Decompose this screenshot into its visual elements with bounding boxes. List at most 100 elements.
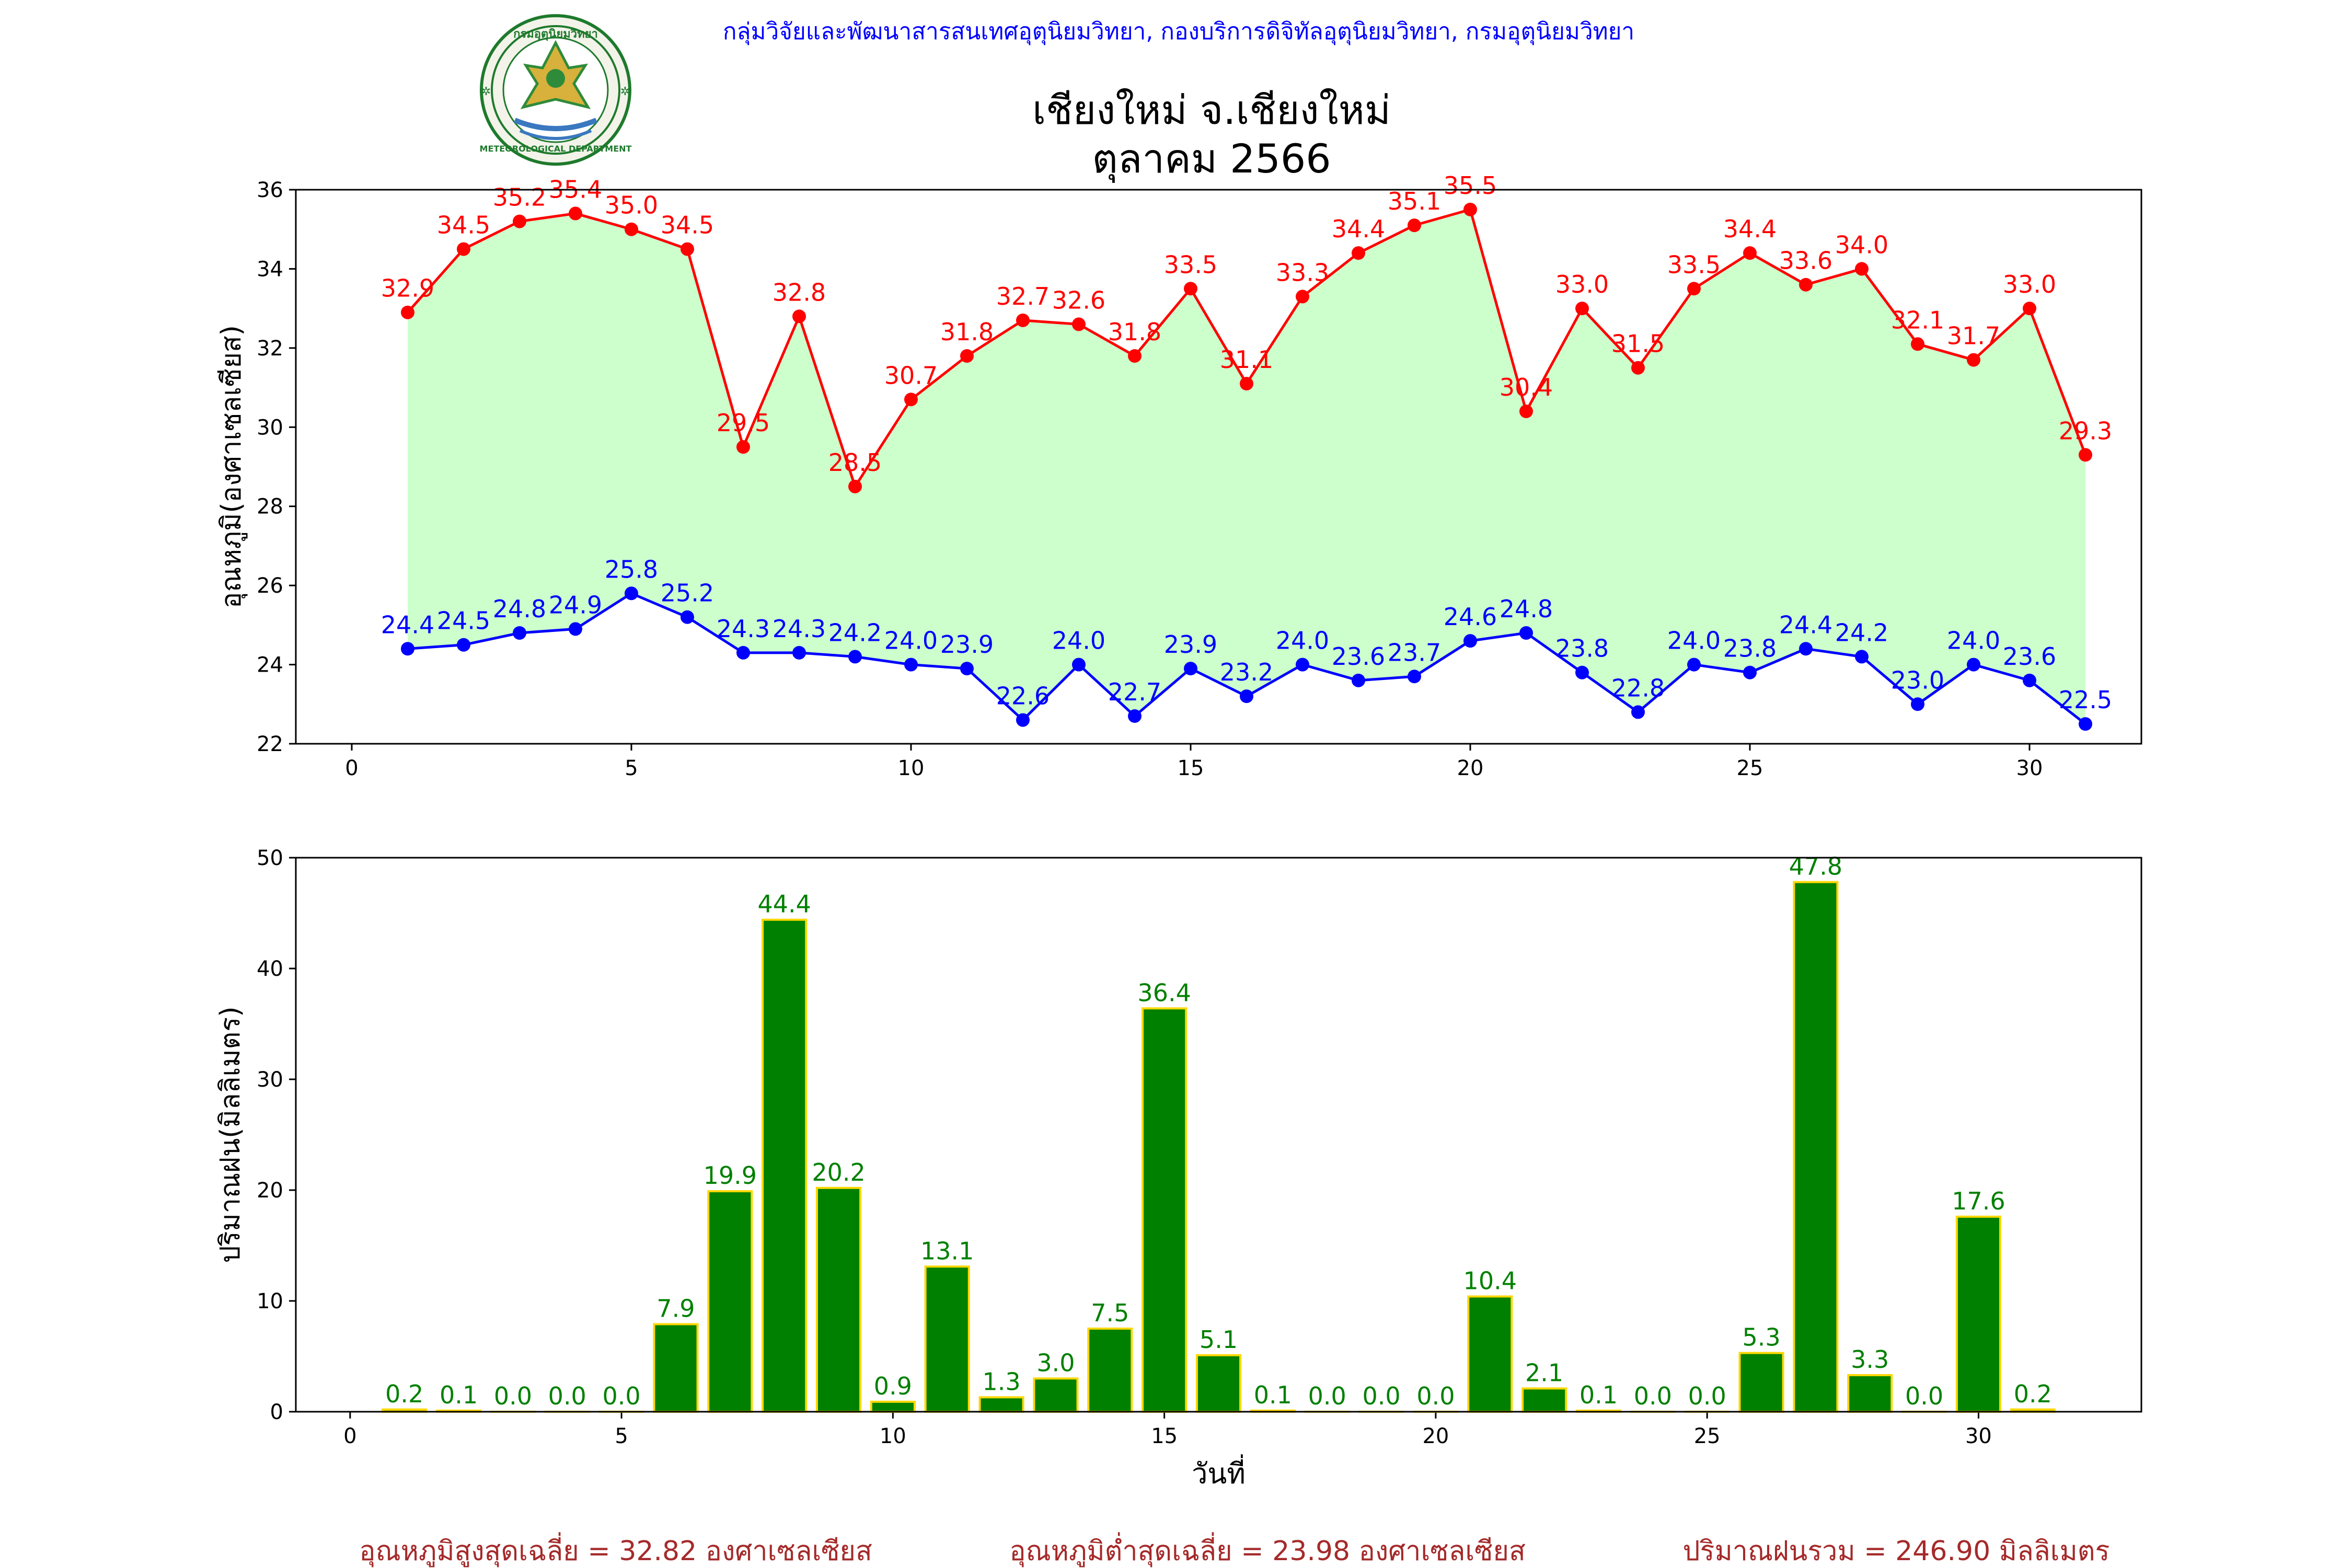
rain-value-label: 0.0	[494, 1382, 532, 1410]
max-temp-value-label: 35.1	[1388, 187, 1441, 215]
max-temp-value-label: 32.9	[381, 274, 434, 303]
max-temp-point	[1799, 278, 1813, 292]
max-temp-value-label: 34.4	[1332, 215, 1385, 243]
chart-title-month: ตุลาคม 2566	[1092, 135, 1331, 183]
min-temp-point	[1408, 670, 1421, 684]
max-temp-value-label: 33.3	[1276, 258, 1329, 286]
rain-bar	[1955, 1215, 2001, 1413]
rainfall-y-axis-label: ปริมาณฝน(มิลลิเมตร)	[215, 1006, 246, 1263]
temperature-range-fill	[408, 209, 2085, 724]
min-temp-point	[1799, 642, 1813, 656]
min-temp-value-label: 24.0	[1276, 627, 1329, 655]
rain-value-label: 0.0	[1362, 1382, 1400, 1410]
rain-value-label: 5.3	[1742, 1323, 1780, 1352]
rain-value-label: 36.4	[1137, 978, 1191, 1007]
min-temp-point	[1463, 634, 1477, 648]
max-temp-point	[848, 479, 862, 493]
min-temp-value-label: 22.5	[2059, 686, 2112, 714]
max-temp-value-label: 34.5	[661, 211, 714, 239]
y-tick-label: 10	[257, 1289, 283, 1313]
min-temp-point	[569, 622, 582, 636]
y-tick-label: 32	[257, 337, 283, 361]
max-temp-point	[904, 393, 918, 407]
x-tick-label: 30	[1965, 1424, 1992, 1448]
rain-value-label: 47.8	[1789, 852, 1842, 881]
rain-bar	[924, 1265, 970, 1413]
temperature-plot-frame	[295, 189, 2142, 745]
max-temp-point	[1072, 317, 1086, 331]
max-temp-value-label: 33.5	[1164, 250, 1217, 279]
min-temp-value-label: 24.2	[828, 618, 882, 647]
y-tick-label: 30	[257, 416, 283, 440]
min-temp-point	[792, 645, 806, 660]
min-temp-point	[1575, 665, 1589, 679]
x-tick-label: 0	[343, 1424, 356, 1448]
min-temp-value-label: 23.9	[940, 630, 994, 659]
min-temp-value-label: 23.8	[1555, 635, 1609, 663]
rain-value-label: 0.1	[440, 1381, 478, 1409]
min-temp-point	[2079, 717, 2092, 731]
min-temp-point	[1184, 662, 1197, 676]
agency-line: กลุ่มวิจัยและพัฒนาสารสนเทศอุตุนิยมวิทยา,…	[723, 18, 1634, 45]
rain-value-label: 0.0	[603, 1382, 641, 1410]
rain-value-label: 0.0	[1416, 1382, 1455, 1410]
max-temp-value-label: 28.5	[828, 448, 882, 477]
chart-title-station: เชียงใหม่ จ.เชียงใหม่	[1032, 87, 1391, 133]
min-temp-value-label: 23.7	[1388, 638, 1441, 666]
rain-value-label: 0.1	[1254, 1381, 1292, 1409]
max-temp-point	[1352, 246, 1365, 260]
rain-bar	[978, 1396, 1024, 1413]
rain-bar	[870, 1400, 916, 1413]
min-temp-value-label: 24.0	[1947, 627, 2000, 655]
min-temp-point	[1128, 709, 1142, 723]
rain-value-label: 0.0	[1308, 1382, 1346, 1410]
y-tick-label: 0	[270, 1400, 283, 1424]
max-temp-point	[401, 305, 414, 319]
rain-value-label: 0.0	[1905, 1382, 1943, 1410]
rainfall-chart: 0 10 20 30 40 50 0 5 10 15 20 25 30 0.2 0.1 0.0 0.0 0.0 7.…	[215, 846, 2142, 1490]
min-temp-point	[401, 642, 414, 656]
min-temp-value-label: 24.2	[1835, 618, 1888, 647]
rain-value-label: 5.1	[1200, 1325, 1238, 1354]
min-temp-point	[1743, 665, 1757, 679]
y-tick-label: 36	[257, 178, 283, 202]
rain-bar	[762, 918, 808, 1413]
min-temp-value-label: 25.8	[605, 555, 658, 583]
min-temp-value-label: 23.8	[1723, 635, 1777, 663]
max-temp-value-label: 35.2	[493, 183, 546, 212]
rain-bar	[1521, 1387, 1567, 1413]
min-temp-point	[1296, 658, 1309, 672]
max-temp-point	[1911, 337, 1924, 351]
max-temp-point	[1855, 262, 1869, 276]
rain-bar	[1087, 1328, 1133, 1413]
rain-value-label: 13.1	[920, 1237, 974, 1265]
rain-value-label: 0.1	[1579, 1381, 1618, 1409]
min-temp-point	[904, 658, 918, 672]
min-temp-value-label: 24.3	[773, 615, 826, 643]
max-temp-value-label: 33.0	[1555, 270, 1609, 298]
max-temp-value-label: 31.8	[940, 318, 994, 346]
max-temp-value-label: 30.4	[1500, 373, 1553, 401]
y-tick-label: 50	[257, 846, 283, 870]
max-temp-point	[1631, 361, 1645, 375]
min-temp-value-label: 24.0	[1052, 627, 1105, 655]
rain-bar	[1195, 1354, 1242, 1413]
x-tick-label: 10	[880, 1424, 906, 1448]
max-temp-point	[1519, 405, 1533, 418]
max-temp-value-label: 33.5	[1667, 250, 1721, 279]
max-temp-value-label: 32.6	[1052, 286, 1105, 314]
max-temp-point	[1240, 377, 1253, 390]
rain-value-label: 2.1	[1525, 1358, 1563, 1387]
x-tick-label: 5	[625, 756, 638, 780]
max-temp-point	[792, 309, 806, 324]
max-temp-point	[1575, 302, 1589, 316]
min-temp-point	[1352, 673, 1365, 687]
rain-value-label: 19.9	[704, 1161, 757, 1190]
max-temp-value-label: 34.5	[437, 211, 490, 239]
min-temp-value-label: 24.3	[717, 615, 770, 643]
rain-value-label: 0.9	[874, 1372, 912, 1400]
rain-bar	[653, 1323, 699, 1413]
rain-value-label: 0.2	[385, 1380, 423, 1408]
